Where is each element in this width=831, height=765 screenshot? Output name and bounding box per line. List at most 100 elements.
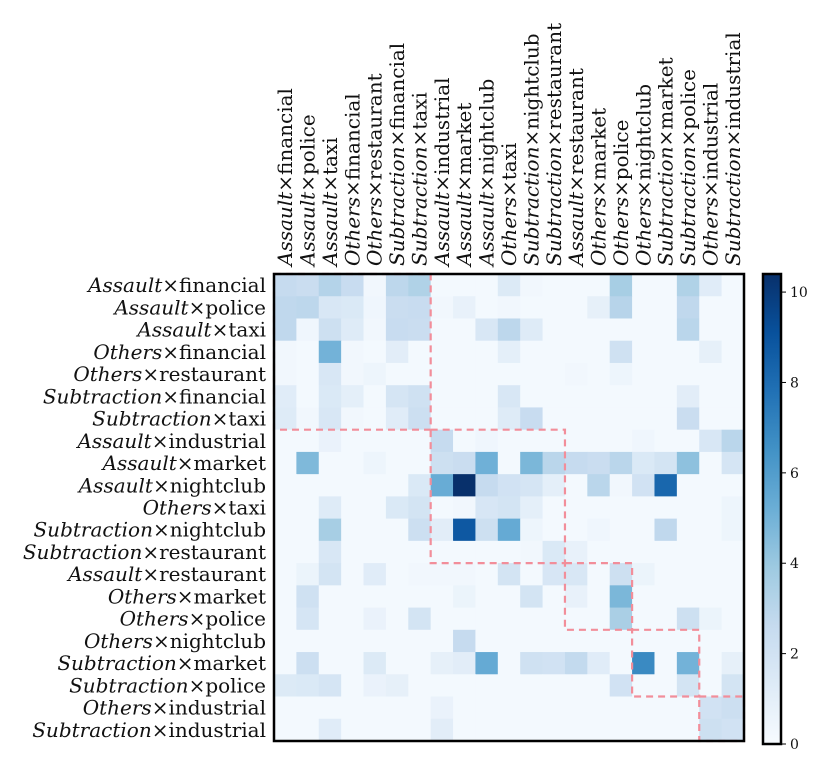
heatmap-cell — [632, 407, 655, 431]
heatmap-cell — [564, 674, 588, 698]
heatmap-cell — [475, 274, 499, 297]
heatmap-cell — [676, 407, 700, 431]
heatmap-cell — [318, 518, 342, 542]
heatmap-cell — [296, 451, 320, 475]
heatmap-cell — [676, 274, 700, 297]
heatmap-cell — [699, 718, 723, 742]
colorbar — [761, 272, 783, 746]
heatmap-cell — [609, 629, 633, 653]
heatmap-cell — [632, 629, 655, 653]
heatmap-cell — [430, 585, 454, 609]
heatmap-cell — [497, 362, 521, 386]
heatmap-cell — [564, 652, 588, 675]
heatmap-cell — [542, 718, 566, 742]
heatmap-cell — [430, 429, 454, 453]
heatmap-cell — [542, 607, 566, 631]
heatmap-cell — [430, 318, 454, 342]
heatmap-cell — [721, 274, 745, 297]
heatmap-cell — [632, 296, 655, 319]
colorbar-tick-label: 6 — [790, 466, 799, 482]
heatmap-cell — [587, 518, 611, 542]
heatmap-cell — [654, 362, 678, 386]
heatmap-cell — [430, 563, 454, 586]
heatmap-cell — [699, 362, 723, 386]
heatmap-cell — [564, 429, 588, 453]
heatmap-cell — [520, 518, 544, 542]
heatmap-cell — [296, 474, 320, 497]
heatmap-cell — [609, 318, 633, 342]
heatmap-cell — [520, 629, 544, 653]
row-label: Subtraction×market — [57, 651, 266, 675]
heatmap-cell — [453, 429, 476, 453]
heatmap-cell — [676, 629, 700, 653]
heatmap-cell — [699, 296, 723, 319]
heatmap-cell — [318, 429, 342, 453]
heatmap-cell — [430, 674, 454, 698]
heatmap-cell — [520, 496, 544, 520]
heatmap-cell — [699, 318, 723, 342]
heatmap-cell — [497, 652, 521, 675]
row-label: Others×financial — [93, 340, 266, 364]
heatmap-cell — [564, 718, 588, 742]
heatmap-cell — [475, 629, 499, 653]
heatmap-cell — [676, 451, 700, 475]
heatmap-cell — [385, 474, 409, 497]
heatmap-cell — [609, 474, 633, 497]
heatmap-cell — [587, 274, 611, 297]
heatmap-cell — [274, 674, 297, 698]
heatmap-cell — [363, 296, 387, 319]
heatmap-cell — [699, 274, 723, 297]
heatmap-cell — [430, 496, 454, 520]
heatmap-cell — [721, 674, 745, 698]
heatmap-cell — [654, 652, 678, 675]
row-labels: Assault×financialAssault×policeAssault×t… — [23, 273, 266, 742]
heatmap-cell — [632, 540, 655, 564]
heatmap-cell — [274, 274, 297, 297]
heatmap-cell — [408, 451, 432, 475]
heatmap-cell — [408, 718, 432, 742]
heatmap-cell — [274, 718, 297, 742]
heatmap-cell — [654, 718, 678, 742]
heatmap-cell — [475, 674, 499, 698]
heatmap-cell — [721, 585, 745, 609]
heatmap-cell — [542, 563, 566, 586]
heatmap-cell — [520, 652, 544, 675]
heatmap-cell — [341, 274, 365, 297]
heatmap-cell — [430, 340, 454, 364]
heatmap-cell — [520, 340, 544, 364]
heatmap-cell — [721, 451, 745, 475]
heatmap-cell — [632, 429, 655, 453]
heatmap-cell — [385, 540, 409, 564]
column-label: Assault×market — [452, 103, 476, 268]
heatmap-cell — [654, 518, 678, 542]
heatmap-cell — [274, 585, 297, 609]
heatmap-cell — [296, 718, 320, 742]
heatmap-cell — [453, 540, 476, 564]
heatmap-cell — [609, 585, 633, 609]
heatmap-cell — [497, 629, 521, 653]
heatmap-frame — [272, 272, 746, 743]
heatmap-cell — [363, 718, 387, 742]
heatmap-cell — [274, 496, 297, 520]
heatmap-cell — [318, 496, 342, 520]
heatmap-cell — [453, 496, 476, 520]
heatmap-cell — [699, 585, 723, 609]
heatmap-cell — [453, 474, 476, 497]
row-label: Others×nightclub — [84, 629, 266, 653]
heatmap-cell — [363, 585, 387, 609]
heatmap-cell — [564, 451, 588, 475]
heatmap-cell — [318, 385, 342, 408]
heatmap-cell — [721, 652, 745, 675]
heatmap-cell — [699, 696, 723, 720]
heatmap-cell — [497, 296, 521, 319]
heatmap-cell — [587, 629, 611, 653]
heatmap-cell — [587, 563, 611, 586]
heatmap-cell — [475, 540, 499, 564]
heatmap-cell — [497, 518, 521, 542]
heatmap-cell — [385, 518, 409, 542]
heatmap-cell — [654, 340, 678, 364]
heatmap-cell — [699, 451, 723, 475]
heatmap-cell — [363, 340, 387, 364]
heatmap-cell — [385, 718, 409, 742]
heatmap-cell — [318, 296, 342, 319]
